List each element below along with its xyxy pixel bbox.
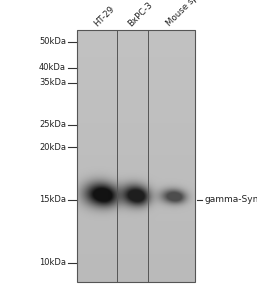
Text: Mouse spleen: Mouse spleen bbox=[164, 0, 213, 28]
Text: 25kDa: 25kDa bbox=[39, 120, 66, 129]
Text: gamma-Synuclein: gamma-Synuclein bbox=[204, 195, 257, 204]
Text: 10kDa: 10kDa bbox=[39, 258, 66, 267]
Bar bbox=[77, 30, 195, 282]
Text: BxPC-3: BxPC-3 bbox=[126, 0, 154, 28]
Text: 15kDa: 15kDa bbox=[39, 195, 66, 204]
Text: 35kDa: 35kDa bbox=[39, 78, 66, 87]
Text: 20kDa: 20kDa bbox=[39, 142, 66, 152]
Text: 50kDa: 50kDa bbox=[39, 38, 66, 46]
Text: HT-29: HT-29 bbox=[92, 4, 116, 28]
Text: 40kDa: 40kDa bbox=[39, 63, 66, 72]
